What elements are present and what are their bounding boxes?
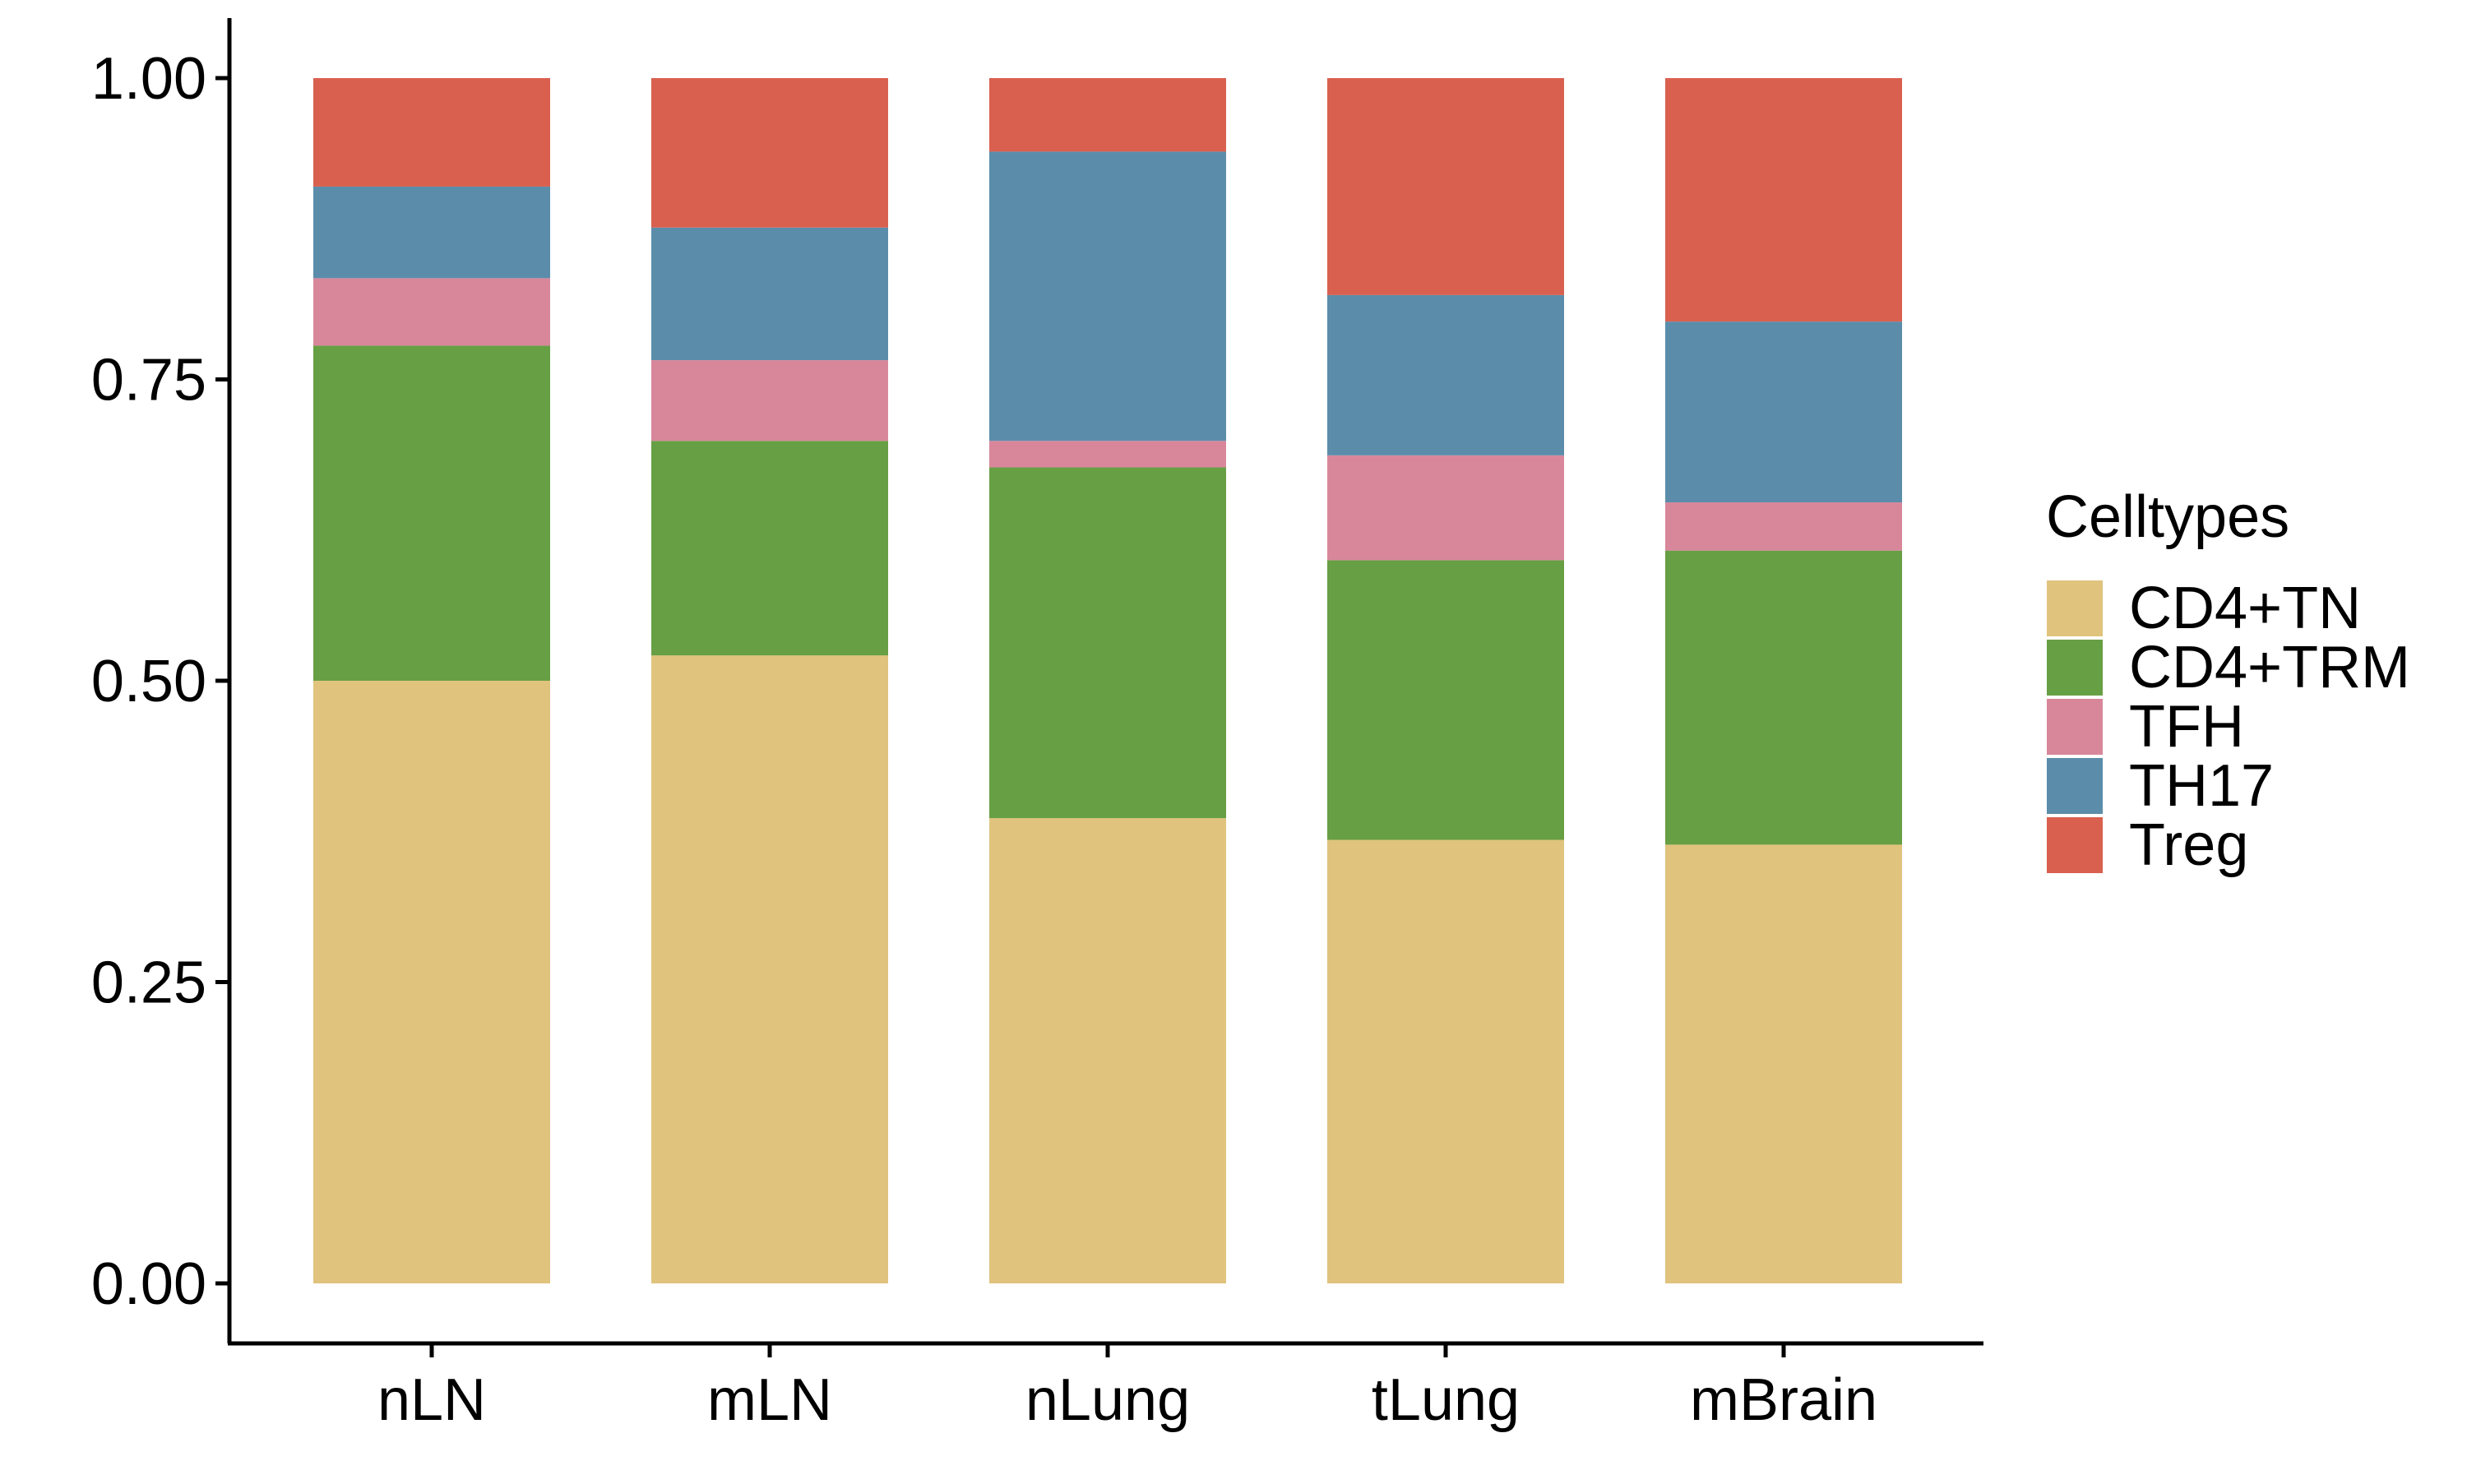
x-tick-label: mLN <box>707 1367 832 1433</box>
bar-segment-mBrain-treg <box>1665 78 1902 322</box>
legend-label: Treg <box>2129 812 2248 878</box>
bar-segment-tLung-cd4plustrm <box>1327 560 1564 840</box>
bar-segment-tLung-treg <box>1327 78 1564 295</box>
x-tick-label: mBrain <box>1690 1367 1877 1433</box>
y-tick-label: 0.50 <box>91 649 206 714</box>
bar-segment-mBrain-th17 <box>1665 321 1902 503</box>
bar-segment-mBrain-cd4plustrm <box>1665 550 1902 845</box>
bar-segment-mBrain-tfh <box>1665 502 1902 551</box>
bars-layer <box>313 78 1902 1283</box>
y-tick-label: 1.00 <box>91 46 206 112</box>
bar-segment-nLN-cd4plustn <box>313 681 550 1283</box>
y-tick-label: 0.00 <box>91 1251 206 1317</box>
legend-label: CD4+TRM <box>2129 635 2410 700</box>
bar-segment-nLung-cd4plustn <box>989 818 1226 1283</box>
bar-segment-mBrain-cd4plustn <box>1665 844 1902 1283</box>
bar-segment-mLN-treg <box>651 78 888 228</box>
axes-layer: 0.00 0.25 0.50 0.75 1.00 nLN mLN nLung tLung mBra… <box>91 18 1983 1433</box>
bar-segment-nLN-treg <box>313 78 550 187</box>
legend-label: TH17 <box>2129 753 2274 819</box>
bar-segment-mLN-cd4plustrm <box>651 441 888 656</box>
bar-segment-nLN-th17 <box>313 186 550 279</box>
y-tick-label: 0.75 <box>91 348 206 414</box>
legend-label: CD4+TN <box>2129 576 2361 641</box>
bar-segment-mLN-cd4plustn <box>651 655 888 1283</box>
bar-segment-tLung-th17 <box>1327 294 1564 455</box>
bar-segment-nLN-tfh <box>313 278 550 346</box>
legend-key-cd4plustrm <box>2047 640 2103 696</box>
x-tick-label: nLung <box>1025 1367 1190 1433</box>
bar-segment-nLung-cd4plustrm <box>989 467 1226 819</box>
x-tick-label: nLN <box>377 1367 486 1433</box>
y-tick-label: 0.25 <box>91 950 206 1016</box>
legend-key-th17 <box>2047 758 2103 814</box>
bar-segment-nLung-th17 <box>989 151 1226 442</box>
bar-segment-mLN-tfh <box>651 360 888 442</box>
legend-key-treg <box>2047 817 2103 873</box>
bar-segment-mLN-th17 <box>651 227 888 361</box>
x-tick-label: tLung <box>1372 1367 1520 1433</box>
legend-label: TFH <box>2129 694 2244 760</box>
bar-segment-nLung-tfh <box>989 441 1226 468</box>
bar-segment-tLung-cd4plustn <box>1327 839 1564 1283</box>
legend-title: Celltypes <box>2046 484 2289 550</box>
bar-segment-tLung-tfh <box>1327 455 1564 561</box>
bar-segment-nLN-cd4plustrm <box>313 345 550 681</box>
legend-key-tfh <box>2047 699 2103 755</box>
bar-segment-nLung-treg <box>989 78 1226 152</box>
legend-key-cd4plustn <box>2047 580 2103 636</box>
